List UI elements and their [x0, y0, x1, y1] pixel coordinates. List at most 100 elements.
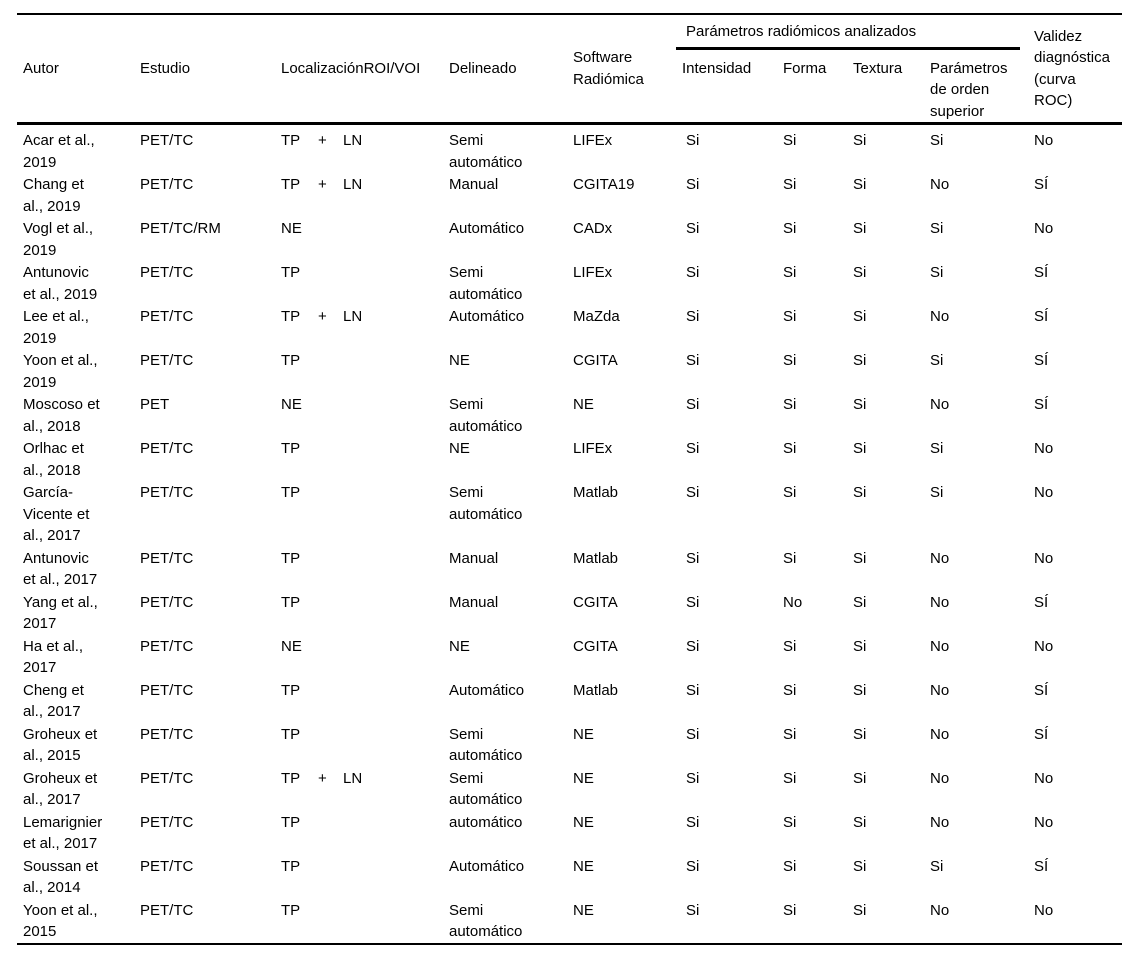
cell-textura: Si — [853, 637, 867, 655]
table-row: Antunovic et al., 2017 PET/TC TP Manual Matl… — [17, 547, 1122, 591]
cell-textura: Si — [853, 549, 867, 567]
cell-localizacion: NE — [271, 393, 439, 437]
cell-textura: Si — [853, 264, 867, 281]
cell-orden-superior: Si — [930, 132, 944, 149]
cell-intensidad: Si — [686, 769, 700, 787]
cell-intensidad: Si — [686, 857, 700, 875]
cell-intensidad: Si — [686, 440, 700, 457]
cell-localizacion: TP — [271, 261, 439, 305]
cell-validez: SÍ — [1034, 264, 1049, 281]
cell-orden-superior: No — [930, 901, 950, 919]
col-header-localizacion: Localización — [281, 59, 364, 77]
cell-delineado: Semi automático — [449, 484, 523, 523]
col-header-textura: Textura — [843, 49, 920, 125]
table-row: Orlhac et al., 2018 PET/TC TP NE LIFEx Si Si Si… — [17, 437, 1122, 481]
cell-software: CGITA — [573, 593, 618, 611]
cell-textura: Si — [853, 440, 867, 457]
cell-forma: Si — [783, 637, 797, 655]
cell-estudio: PET/TC — [140, 725, 194, 743]
cell-delineado: Automático — [449, 308, 525, 325]
localizacion-ln: LN — [343, 176, 363, 193]
cell-autor: Antunovic et al., 2019 — [23, 264, 98, 303]
col-header-intensidad: Intensidad — [676, 49, 773, 125]
cell-intensidad: Si — [686, 637, 700, 655]
cell-delineado: NE — [449, 440, 470, 457]
localizacion-primary: TP — [281, 857, 301, 875]
cell-estudio: PET/TC — [140, 637, 194, 655]
localizacion-primary: NE — [281, 637, 302, 655]
cell-localizacion: TP — [271, 723, 439, 767]
cell-estudio: PET/TC — [140, 901, 194, 919]
cell-forma: Si — [783, 813, 797, 831]
localizacion-primary: TP — [281, 813, 301, 831]
cell-forma: Si — [783, 549, 797, 567]
cell-forma: Si — [783, 176, 797, 193]
cell-validez: No — [1034, 813, 1054, 831]
cell-localizacion: TP + LN — [271, 767, 439, 811]
cell-software: Matlab — [573, 681, 619, 699]
cell-delineado: automático — [449, 813, 523, 831]
cell-orden-superior: No — [930, 308, 950, 325]
cell-software: NE — [573, 396, 594, 413]
cell-orden-superior: No — [930, 549, 950, 567]
cell-autor: Cheng et al., 2017 — [23, 681, 84, 721]
cell-validez: No — [1034, 220, 1054, 237]
cell-intensidad: Si — [686, 549, 700, 567]
localizacion-primary: TP — [281, 484, 301, 501]
localizacion-primary: NE — [281, 396, 302, 413]
table-header: Autor Estudio LocalizaciónROI/VOI Deline… — [17, 14, 1123, 125]
col-header-estudio: Estudio — [130, 14, 271, 125]
cell-forma: No — [783, 593, 803, 611]
localizacion-plus: + — [318, 769, 327, 787]
cell-orden-superior: No — [930, 725, 950, 743]
col-header-localizacion-roi-voi: LocalizaciónROI/VOI — [271, 14, 439, 125]
cell-estudio: PET/TC — [140, 440, 194, 457]
cell-validez: No — [1034, 440, 1054, 457]
cell-autor: Yoon et al., 2019 — [23, 352, 98, 391]
localizacion-primary: TP — [281, 549, 301, 567]
cell-autor: Acar et al., 2019 — [23, 132, 95, 171]
cell-textura: Si — [853, 132, 867, 149]
cell-estudio: PET/TC — [140, 549, 194, 567]
localizacion-ln: LN — [343, 308, 363, 325]
cell-localizacion: TP — [271, 679, 439, 723]
cell-autor: Chang et al., 2019 — [23, 176, 84, 215]
cell-intensidad: Si — [686, 308, 700, 325]
cell-delineado: Semi automático — [449, 769, 523, 809]
cell-forma: Si — [783, 681, 797, 699]
header-row-group: Autor Estudio LocalizaciónROI/VOI Deline… — [17, 14, 1123, 125]
cell-validez: No — [1034, 769, 1054, 787]
table-row: Groheux et al., 2017 PET/TC TP + LN Semi auto… — [17, 767, 1122, 811]
cell-intensidad: Si — [686, 220, 700, 237]
table-row: Antunovic et al., 2019 PET/TC TP Semi autom… — [17, 261, 1122, 305]
cell-localizacion: NE — [271, 217, 439, 261]
cell-delineado: Semi automático — [449, 396, 523, 435]
cell-validez: No — [1034, 549, 1054, 567]
cell-validez: SÍ — [1034, 725, 1049, 743]
cell-delineado: NE — [449, 637, 470, 655]
cell-estudio: PET/TC — [140, 308, 194, 325]
cell-estudio: PET/TC — [140, 857, 194, 875]
localizacion-primary: TP — [281, 264, 301, 281]
localizacion-primary: TP — [281, 440, 301, 457]
cell-textura: Si — [853, 308, 867, 325]
cell-autor: Vogl et al., 2019 — [23, 220, 94, 259]
localizacion-ln: LN — [343, 769, 363, 787]
cell-autor: Groheux et al., 2015 — [23, 725, 98, 765]
cell-validez: No — [1034, 901, 1054, 919]
cell-textura: Si — [853, 484, 867, 501]
table-row: Yang et al., 2017 PET/TC TP Manual CGITA Si No… — [17, 591, 1122, 635]
cell-autor: Groheux et al., 2017 — [23, 769, 98, 809]
cell-software: LIFEx — [573, 440, 613, 457]
localizacion-primary: TP — [281, 352, 301, 369]
cell-intensidad: Si — [686, 352, 700, 369]
localizacion-primary: TP — [281, 308, 301, 325]
col-header-validez: Validez diagnóstica (curva ROC) — [1024, 14, 1123, 125]
table-body: Acar et al., 2019 PET/TC TP + LN Semi automát… — [17, 124, 1122, 944]
cell-delineado: Manual — [449, 549, 499, 567]
cell-software: NE — [573, 901, 594, 919]
cell-delineado: Semi automático — [449, 901, 523, 941]
cell-delineado: Semi automático — [449, 725, 523, 765]
header-row-sub: Intensidad Forma Textura Parámetros de o… — [17, 49, 1122, 125]
cell-forma: Si — [783, 220, 797, 237]
